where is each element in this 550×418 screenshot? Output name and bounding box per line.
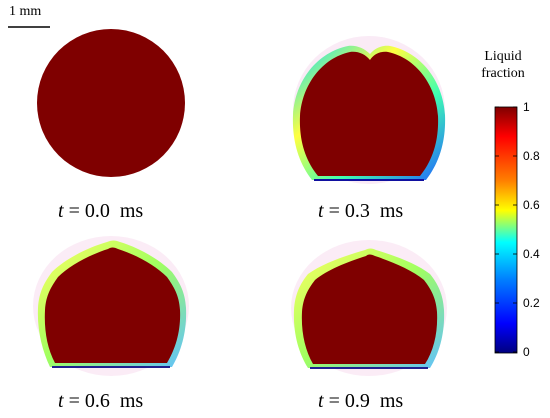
- time-var: t: [58, 200, 64, 222]
- colorbar-tick-label: 0.8: [523, 149, 540, 163]
- colorbar-title-line2: fraction: [481, 66, 525, 81]
- time-label-t06: t = 0.6 ms: [58, 390, 143, 413]
- droplet-t06: [33, 236, 189, 376]
- time-label-t03: t = 0.3 ms: [318, 200, 403, 223]
- time-label-t0: t = 0.0 ms: [58, 200, 143, 223]
- time-eq: =: [63, 200, 85, 222]
- time-value: 0.6: [84, 390, 110, 412]
- droplet-t03-body: [299, 51, 439, 176]
- time-unit: ms: [119, 200, 144, 222]
- colorbar-gradient: [494, 106, 518, 354]
- colorbar-tick-label: 0.2: [523, 296, 540, 310]
- scale-bar-label: 1 mm: [9, 4, 42, 19]
- time-value: 0.0: [84, 200, 110, 222]
- time-label-t09: t = 0.9 ms: [318, 390, 403, 413]
- time-var: t: [318, 200, 324, 222]
- colorbar-tick-label: 0.6: [523, 198, 540, 212]
- time-unit: ms: [379, 390, 404, 412]
- colorbar-title: Liquid fraction: [470, 48, 536, 82]
- droplet-t09: [291, 240, 447, 376]
- time-var: t: [318, 390, 324, 412]
- colorbar-tick-label: 1: [523, 100, 530, 114]
- droplet-t09-body: [301, 254, 438, 364]
- colorbar-title-line1: Liquid: [484, 49, 522, 64]
- time-value: 0.3: [344, 200, 370, 222]
- colorbar-tick-marks: [495, 106, 517, 353]
- droplet-t06-body: [44, 247, 181, 363]
- time-eq: =: [63, 390, 85, 412]
- droplet-t03: [292, 36, 446, 184]
- time-eq: =: [323, 390, 345, 412]
- time-var: t: [58, 390, 64, 412]
- time-eq: =: [323, 200, 345, 222]
- colorbar-tick-label: 0.4: [523, 247, 540, 261]
- time-unit: ms: [379, 200, 404, 222]
- time-unit: ms: [119, 390, 144, 412]
- droplet-t0: [37, 29, 185, 177]
- time-value: 0.9: [344, 390, 370, 412]
- colorbar-tick-label: 0: [523, 345, 530, 359]
